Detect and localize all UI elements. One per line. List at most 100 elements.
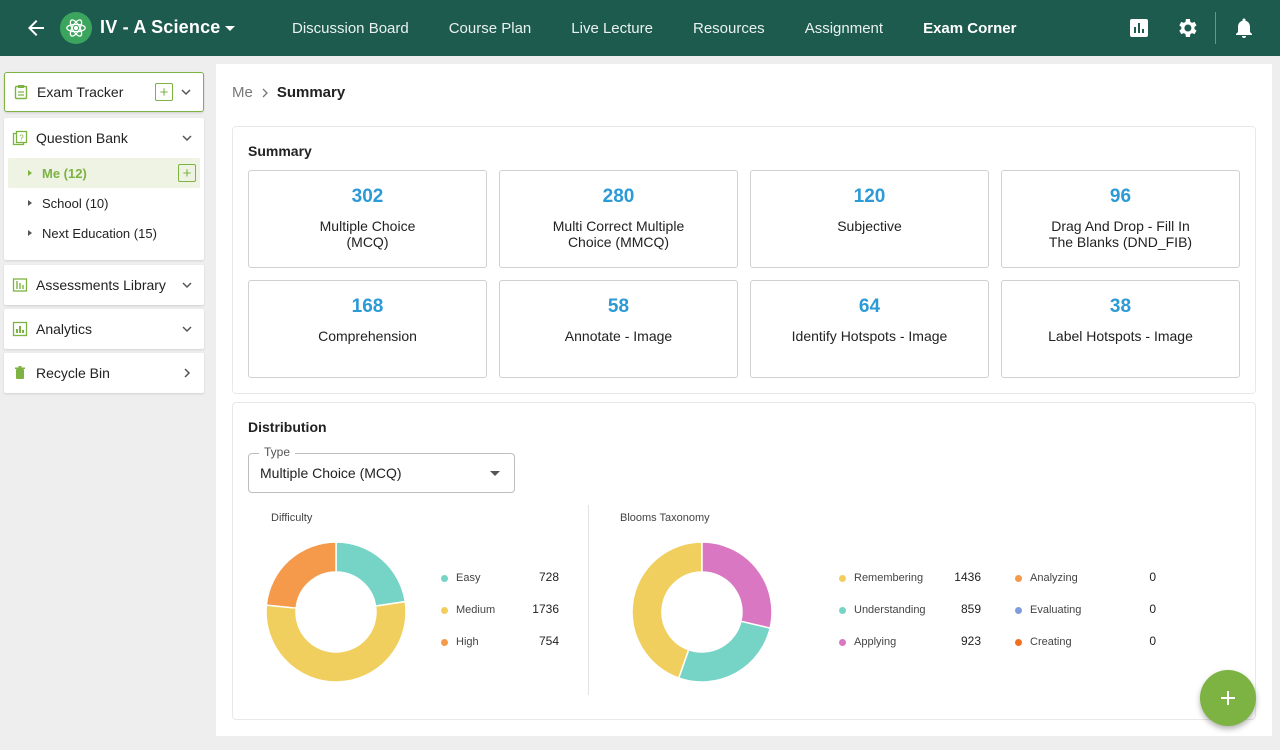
- legend-label: Analyzing: [1030, 572, 1078, 584]
- legend-label: Understanding: [854, 604, 926, 616]
- question-bank-item-label: Me (12): [42, 165, 87, 181]
- question-bank-item-school[interactable]: School (10): [4, 188, 204, 218]
- slice-medium[interactable]: [265, 600, 407, 683]
- trash-icon: [15, 366, 25, 379]
- caret-down-icon[interactable]: [222, 18, 238, 38]
- chevron-down-icon[interactable]: [180, 278, 194, 292]
- expand-triangle-icon[interactable]: [28, 200, 32, 206]
- legend-value: 1736: [532, 602, 559, 616]
- sidebar-item-analytics[interactable]: Analytics: [4, 309, 204, 349]
- nav-exam-corner[interactable]: Exam Corner: [923, 19, 1017, 37]
- chevron-down-icon[interactable]: [179, 85, 193, 99]
- nav-course-plan[interactable]: Course Plan: [448, 19, 532, 37]
- stat-card-label-hotspots[interactable]: 38 Label Hotspots - Image: [1001, 280, 1240, 378]
- legend-dot: [839, 638, 846, 646]
- legend-dot: [441, 606, 448, 614]
- legend-value: 0: [1149, 634, 1156, 648]
- sidebar-item-label: Analytics: [36, 321, 93, 337]
- breadcrumb-current: Summary: [276, 84, 346, 101]
- legend-item-applying[interactable]: Applying: [839, 635, 896, 649]
- slice-easy[interactable]: [335, 541, 407, 607]
- legend-item-evaluating[interactable]: Evaluating: [1015, 603, 1081, 617]
- legend-item-high[interactable]: High: [441, 635, 479, 649]
- sidebar-item-question-bank[interactable]: ? Question Bank: [4, 118, 204, 158]
- legend-item-understanding[interactable]: Understanding: [839, 603, 926, 617]
- chevron-down-icon[interactable]: [180, 131, 194, 145]
- stat-card-dnd-fib[interactable]: 96 Drag And Drop - Fill In The Blanks (D…: [1001, 170, 1240, 268]
- stat-count: 302: [351, 186, 384, 207]
- legend-label: Applying: [854, 636, 897, 648]
- legend-dot: [839, 606, 846, 614]
- stat-card-mmcq[interactable]: 280 Multi Correct Multiple Choice (MMCQ): [499, 170, 738, 268]
- add-fab-button[interactable]: [1200, 670, 1256, 726]
- sidebar-item-label: Question Bank: [36, 130, 128, 146]
- legend-value: 728: [538, 570, 559, 584]
- plus-icon: [1221, 691, 1235, 705]
- type-select-label: Type: [259, 445, 296, 459]
- stat-label: Multiple Choice (MCQ): [319, 218, 416, 250]
- stat-count: 38: [1109, 296, 1132, 317]
- stat-count: 58: [607, 296, 630, 317]
- add-exam-icon[interactable]: +: [155, 83, 173, 101]
- legend-item-medium[interactable]: Medium: [441, 603, 495, 617]
- nav-live-lecture[interactable]: Live Lecture: [571, 19, 653, 37]
- chevron-right-icon[interactable]: [180, 366, 194, 380]
- nav-discussion-board[interactable]: Discussion Board: [292, 19, 409, 37]
- question-bank-icon: ?: [12, 130, 28, 146]
- breadcrumb: Me Summary: [232, 84, 345, 101]
- breadcrumb-parent[interactable]: Me: [232, 84, 253, 101]
- stat-card-annotate-image[interactable]: 58 Annotate - Image: [499, 280, 738, 378]
- sidebar-item-label: Recycle Bin: [36, 365, 110, 381]
- legend-item-creating[interactable]: Creating: [1015, 635, 1072, 649]
- slice-high[interactable]: [265, 541, 337, 609]
- chevron-right-icon: [262, 88, 268, 97]
- legend-item-analyzing[interactable]: Analyzing: [1015, 571, 1078, 585]
- question-bank-item-me[interactable]: Me (12) +: [8, 158, 200, 188]
- chevron-down-icon[interactable]: [180, 322, 194, 336]
- caret-down-icon[interactable]: [490, 471, 500, 476]
- stat-card-comprehension[interactable]: 168 Comprehension: [248, 280, 487, 378]
- blooms-donut-chart: [631, 541, 773, 683]
- gear-icon[interactable]: [1175, 16, 1199, 40]
- legend-label: High: [456, 636, 479, 648]
- legend-label: Medium: [456, 604, 496, 616]
- slice-remembering[interactable]: [631, 541, 703, 680]
- back-arrow-icon[interactable]: [24, 16, 48, 40]
- stat-count: 64: [858, 296, 881, 317]
- bell-icon[interactable]: [1232, 16, 1256, 40]
- analytics-row: Analytics: [4, 309, 204, 349]
- sidebar-item-recycle-bin[interactable]: Recycle Bin: [4, 353, 204, 393]
- expand-triangle-icon[interactable]: [28, 230, 32, 236]
- library-icon: [12, 278, 28, 292]
- question-bank-item-next-education[interactable]: Next Education (15): [4, 218, 204, 248]
- stat-label: Annotate - Image: [564, 328, 673, 344]
- legend-item-remembering[interactable]: Remembering: [839, 571, 923, 585]
- stat-label: Label Hotspots - Image: [1048, 328, 1193, 344]
- expand-triangle-icon[interactable]: [28, 170, 32, 176]
- legend-dot: [839, 574, 846, 582]
- sidebar-item-assessments-library[interactable]: Assessments Library: [4, 265, 204, 305]
- stat-card-subjective[interactable]: 120 Subjective: [750, 170, 989, 268]
- stat-card-identify-hotspots[interactable]: 64 Identify Hotspots - Image: [750, 280, 989, 378]
- add-question-icon[interactable]: +: [178, 164, 196, 182]
- nav-assignment[interactable]: Assignment: [804, 19, 884, 37]
- type-select[interactable]: Type Multiple Choice (MCQ): [248, 445, 515, 493]
- slice-applying[interactable]: [701, 541, 773, 629]
- class-name[interactable]: IV - A Science: [100, 17, 221, 37]
- sidebar-item-exam-tracker[interactable]: Exam Tracker +: [4, 72, 204, 112]
- toolbar-divider: [1215, 12, 1216, 44]
- legend-dot: [1015, 574, 1022, 582]
- legend-label: Easy: [456, 572, 481, 584]
- stat-count: 280: [602, 186, 635, 207]
- distribution-panel: Distribution Type Multiple Choice (MCQ) …: [232, 402, 1256, 720]
- main-content: Me Summary Summary 302 Multiple Choice (…: [216, 64, 1272, 736]
- legend-item-easy[interactable]: Easy: [441, 571, 480, 585]
- stat-card-mcq[interactable]: 302 Multiple Choice (MCQ): [248, 170, 487, 268]
- analytics-icon: [12, 321, 28, 337]
- blooms-chart-title: Blooms Taxonomy: [620, 512, 710, 524]
- bar-chart-icon[interactable]: [1127, 16, 1151, 40]
- slice-understanding[interactable]: [677, 620, 772, 683]
- nav-resources[interactable]: Resources: [692, 19, 765, 37]
- stat-count: 96: [1109, 186, 1132, 207]
- legend-label: Evaluating: [1030, 604, 1082, 616]
